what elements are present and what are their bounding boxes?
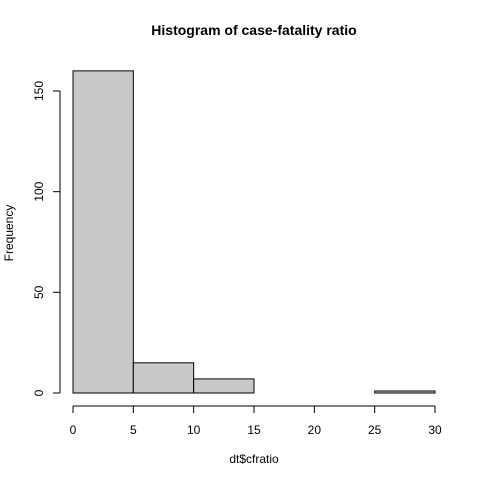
y-tick-label-150: 150 xyxy=(32,81,46,101)
histogram-bar-25-30 xyxy=(374,390,436,394)
x-tick-label-0: 0 xyxy=(70,423,77,437)
x-tick-label-30: 30 xyxy=(428,423,442,437)
histogram-bar-10-15 xyxy=(193,378,255,394)
x-axis: 0 5 10 15 20 25 30 xyxy=(70,405,442,437)
y-tick-label-50: 50 xyxy=(32,285,46,299)
x-tick-label-5: 5 xyxy=(130,423,137,437)
y-axis-label: Frequency xyxy=(2,205,16,262)
y-tick-label-0: 0 xyxy=(32,389,46,396)
histogram-bar-5-10 xyxy=(132,362,195,394)
x-tick-label-20: 20 xyxy=(308,423,322,437)
chart-title: Histogram of case-fatality ratio xyxy=(151,22,356,38)
y-axis: 0 50 100 150 xyxy=(32,81,61,396)
x-tick-label-10: 10 xyxy=(187,423,201,437)
x-tick-label-25: 25 xyxy=(368,423,382,437)
bars-group xyxy=(72,70,436,394)
x-axis-label: dt$cfratio xyxy=(229,452,279,466)
histogram-bar-0-5 xyxy=(72,70,134,394)
y-tick-label-100: 100 xyxy=(32,181,46,201)
x-tick-label-15: 15 xyxy=(247,423,261,437)
